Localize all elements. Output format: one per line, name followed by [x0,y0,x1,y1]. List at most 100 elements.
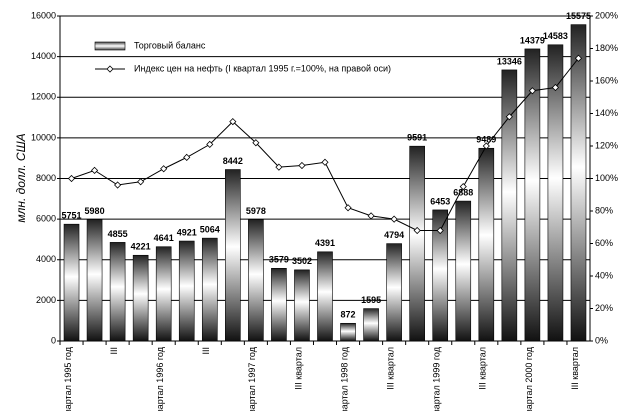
value-label: 4921 [177,227,197,237]
line-marker [114,181,122,189]
bar [271,268,287,342]
bar [201,237,218,342]
x-tick-label: I квартал 1995 год [63,346,73,411]
value-label: 15575 [566,11,591,21]
bar [340,322,356,342]
value-label: 5978 [246,206,266,216]
y-tick-label: 4000 [36,254,56,264]
line-marker [252,139,260,147]
legend-marker [106,65,114,73]
y-tick-label: 10000 [31,132,56,142]
value-label: 1595 [361,295,381,305]
line-marker [528,87,536,95]
value-label: 14583 [543,31,568,41]
line-marker [229,118,237,126]
value-label: 4391 [315,238,335,248]
x-tick-label: I квартал 1996 год [155,346,165,411]
bar [178,240,195,342]
line-marker [137,178,145,186]
value-label: 5980 [85,206,105,216]
line-marker [298,161,306,170]
y-tick-label: 6000 [36,214,56,224]
y2-tick-label: 160% [595,75,618,85]
line-marker [367,212,375,220]
y-axis-label: млн. долл. США [14,133,28,222]
y2-tick-label: 80% [595,205,613,215]
x-tick-label: I квартал 2000 год [524,346,534,411]
x-tick-label: III квартал [570,347,580,390]
bar [570,24,587,342]
bar [225,169,241,342]
value-label: 13346 [497,56,522,66]
line-marker [436,226,444,235]
y-tick-label: 2000 [36,295,56,305]
y-tick-label: 12000 [31,92,56,102]
value-label: 5064 [200,225,220,235]
line-marker [344,204,352,212]
line-marker [67,174,76,183]
x-tick-label: I квартал 1998 год [339,346,349,411]
bar [478,147,495,342]
value-label: 5751 [62,211,82,221]
y2-tick-label: 200% [595,10,618,20]
bar [63,223,80,342]
value-label: 9591 [407,133,427,143]
y-tick-label: 16000 [31,10,56,20]
bar [386,243,402,342]
y-tick-label: 0 [51,335,56,345]
legend-label: Торговый баланс [134,40,206,50]
bar [455,200,472,342]
value-label: 6453 [430,196,450,206]
y2-tick-label: 100% [595,173,618,183]
y2-tick-label: 40% [595,270,613,280]
x-tick-label: I квартал 1997 год [247,346,257,411]
bar [109,242,126,342]
value-label: 4641 [154,233,174,243]
value-label: 8442 [223,156,243,166]
bar [86,219,103,342]
bar [432,209,449,342]
bar [155,246,172,342]
bar [363,308,379,342]
value-label: 14379 [520,35,545,45]
x-tick-label: III [201,347,211,355]
y-tick-label: 8000 [36,173,56,183]
bar [501,69,518,342]
value-label: 4794 [384,230,404,240]
bar [294,269,310,342]
line-marker [90,166,99,174]
bar [317,251,333,342]
line-marker [183,153,191,161]
value-label: 4221 [131,242,151,252]
line-marker [459,183,467,191]
line-marker [321,158,329,166]
y2-tick-label: 0% [595,335,608,345]
y2-tick-label: 20% [595,303,613,313]
bar [248,219,264,342]
value-label: 3502 [292,256,312,266]
line-marker [390,215,398,223]
y2-tick-label: 60% [595,238,613,248]
value-label: 4855 [108,229,128,239]
value-label: 6888 [453,187,473,197]
x-tick-label: I квартал 1999 год [432,346,442,411]
y-tick-label: 14000 [31,51,56,61]
bar [132,254,149,342]
bar [524,48,541,342]
line-marker [413,226,421,235]
x-tick-label: III квартал [478,347,488,390]
legend-label: Индекс цен на нефть (I квартал 1995 г.=1… [134,63,391,73]
value-label: 9489 [476,135,496,145]
x-tick-label: III [109,347,119,355]
y2-tick-label: 140% [595,108,618,118]
line-marker [160,165,168,173]
value-label: 872 [341,310,356,320]
y2-tick-label: 120% [595,140,618,150]
line-marker [275,163,283,171]
x-tick-label: III квартал [293,347,303,390]
bar [547,44,564,342]
line-marker [574,54,583,62]
bar [409,145,425,342]
value-label: 3579 [269,255,289,265]
